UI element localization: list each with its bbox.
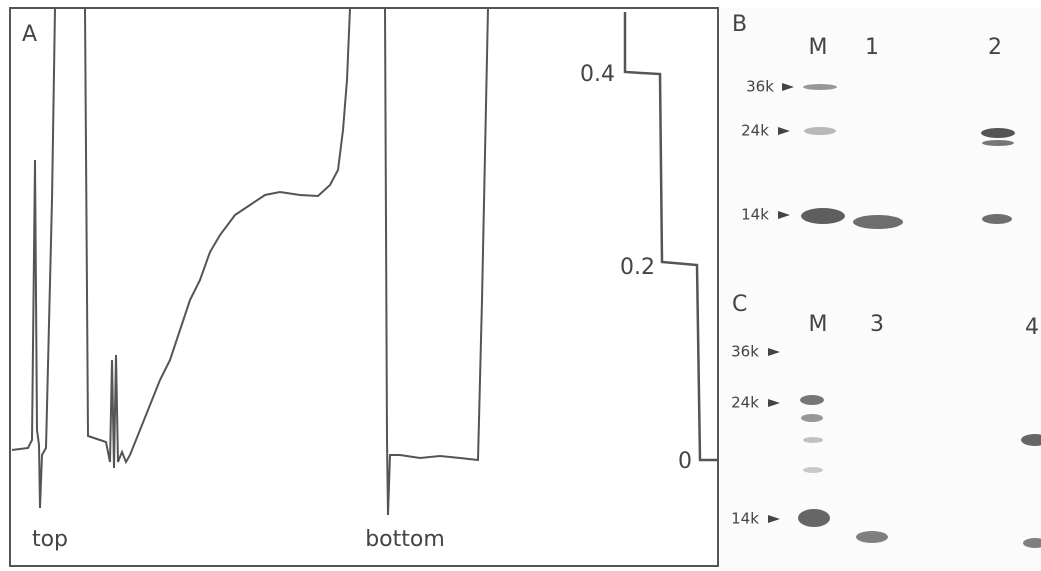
panel-label: B: [732, 12, 747, 37]
scale-label: 0.2: [620, 255, 655, 280]
panel-label: C: [732, 292, 747, 317]
scale-label: 0: [678, 449, 692, 474]
end-label: bottom: [365, 527, 445, 552]
scale-label: 0.4: [580, 62, 615, 87]
marker-label: 36k: [746, 78, 774, 96]
lane-label: 4: [1025, 315, 1039, 340]
figure: A top bottom 0.4 0.2 0 B M 1 2 36k 24k 1…: [0, 0, 1041, 571]
marker-label: 24k: [731, 394, 759, 412]
start-label: top: [32, 527, 68, 552]
marker-label: 14k: [731, 510, 759, 528]
lane-label: 3: [870, 312, 884, 337]
lane-label: M: [809, 35, 828, 60]
marker-label: 14k: [741, 206, 769, 224]
lane-label: 2: [988, 35, 1002, 60]
lane-label: M: [809, 312, 828, 337]
marker-label: 36k: [731, 343, 759, 361]
marker-label: 24k: [741, 122, 769, 140]
lane-label: 1: [865, 35, 879, 60]
panel-label: A: [22, 22, 37, 47]
